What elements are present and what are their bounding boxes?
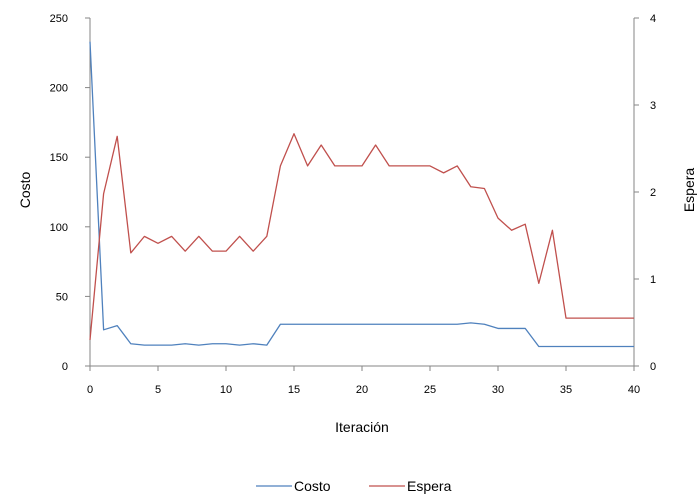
x-tick-label: 20 xyxy=(356,384,368,396)
y-left-tick-label: 100 xyxy=(50,222,68,234)
x-tick-label: 25 xyxy=(424,384,436,396)
y-right-tick-label: 1 xyxy=(650,274,656,286)
series-line-espera xyxy=(89,133,634,340)
y-right-tick-label: 0 xyxy=(650,361,656,373)
x-tick-label: 30 xyxy=(492,384,504,396)
y-left-tick-label: 250 xyxy=(50,13,68,25)
y-right-tick-label: 2 xyxy=(650,187,656,199)
legend: Costo Espera xyxy=(256,478,452,494)
x-tick-label: 35 xyxy=(560,384,572,396)
y-right-tick-label: 3 xyxy=(650,100,656,112)
x-tick-label: 5 xyxy=(155,384,161,396)
y-left-tick-label: 50 xyxy=(56,291,68,303)
x-axis-title: Iteración xyxy=(335,419,389,435)
series-line-costo xyxy=(89,41,634,348)
x-tick-label: 0 xyxy=(87,384,93,396)
series-layer xyxy=(89,41,634,348)
y-left-axis-title: Costo xyxy=(17,172,33,209)
x-tick-label: 15 xyxy=(288,384,300,396)
y-right-tick-label: 4 xyxy=(650,13,656,25)
ticks: 0 5 10 15 20 25 30 35 40 0 50 100 150 200 250 0 1 2 3 4 xyxy=(50,13,656,396)
axes xyxy=(89,18,635,367)
x-tick-label: 10 xyxy=(220,384,232,396)
legend-label-espera: Espera xyxy=(407,478,452,494)
y-left-tick-label: 0 xyxy=(62,361,68,373)
y-left-tick-label: 200 xyxy=(50,83,68,95)
legend-label-costo: Costo xyxy=(294,478,331,494)
y-right-axis-title: Espera xyxy=(681,168,697,213)
x-tick-label: 40 xyxy=(628,384,640,396)
y-left-tick-label: 150 xyxy=(50,152,68,164)
